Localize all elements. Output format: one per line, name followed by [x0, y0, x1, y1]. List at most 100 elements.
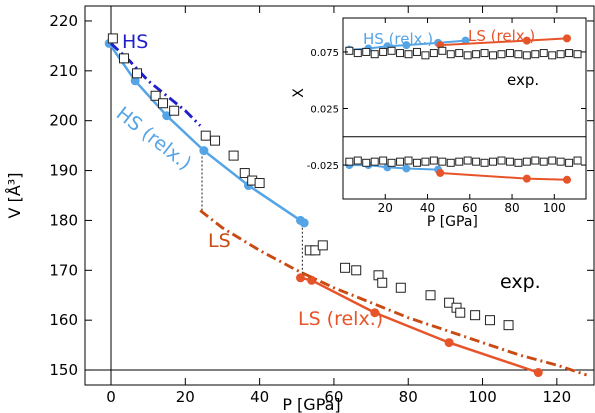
- main-series-2-point: [307, 275, 317, 285]
- inset-y-tick-label: 0.075: [310, 48, 339, 59]
- inset-series-1-point: [562, 34, 571, 43]
- inset-series-5-point: [514, 158, 523, 167]
- inset-series-5-point: [539, 157, 548, 166]
- inset-x-tick-label: 60: [462, 201, 477, 215]
- inset-series-4-point: [531, 50, 540, 59]
- x-tick-label: 40: [250, 388, 269, 406]
- main-series-2-point: [370, 308, 380, 318]
- inset-series-4-point: [463, 51, 472, 60]
- main-series-0-point: [299, 218, 309, 228]
- inset-series-1-point: [522, 36, 531, 45]
- inset-series-5-point: [404, 156, 413, 165]
- inset-series-5-point: [379, 156, 388, 165]
- main-series-4-point: [395, 282, 406, 293]
- inset-series-5-point: [412, 158, 421, 167]
- inset-series-5-point: [429, 156, 438, 165]
- inset-x-tick-label: 100: [543, 201, 566, 215]
- y-tick-label: 150: [49, 361, 78, 379]
- inset-series-4-point: [362, 47, 371, 56]
- main-series-4-point: [119, 53, 130, 64]
- x-tick-label: 80: [399, 388, 418, 406]
- inset-series-4-point: [539, 49, 548, 58]
- inset-series-4-point: [396, 49, 405, 58]
- main-series-4-point: [254, 178, 265, 189]
- inset-y-tick-label: 0.025: [310, 105, 339, 116]
- inset-series-0-point: [402, 41, 411, 50]
- inset-series-2-point: [402, 164, 411, 173]
- inset-series-5-point: [370, 157, 379, 166]
- main-series-4-point: [377, 277, 388, 288]
- label-exp: exp.: [500, 271, 541, 293]
- inset-series-5-point: [362, 158, 371, 167]
- label-ls-relaxed: LS (relx.): [298, 308, 383, 330]
- inset-series-5-point: [480, 158, 489, 167]
- inset-series-4-point: [421, 51, 430, 60]
- inset-series-5-point: [472, 157, 481, 166]
- label-ls: LS: [208, 230, 231, 252]
- main-series-0-point: [130, 76, 140, 86]
- y-tick-label: 190: [49, 162, 78, 180]
- y-tick-label: 170: [49, 261, 78, 279]
- main-series-4-point: [340, 262, 351, 273]
- inset-series-4-point: [412, 47, 421, 56]
- inset-series-4-point: [573, 50, 582, 59]
- inset-series-5-point: [455, 157, 464, 166]
- main-series-4-point: [503, 320, 514, 331]
- inset-series-3-point: [522, 174, 531, 183]
- main-series-4-point: [132, 68, 143, 79]
- main-series-4-point: [200, 130, 211, 141]
- inset-series-4-point: [404, 50, 413, 59]
- inset-series-5-point: [463, 156, 472, 165]
- inset-series-4-point: [387, 46, 396, 55]
- inset-series-5-point: [489, 157, 498, 166]
- main-series-4-point: [470, 310, 481, 321]
- main-series-2-point: [295, 273, 305, 283]
- inset-series-5-point: [353, 156, 362, 165]
- inset-x-tick-label: 20: [378, 201, 393, 215]
- inset-series-4-point: [446, 50, 455, 59]
- main-series-4-point: [317, 240, 328, 251]
- inset-x-tick-label: 80: [504, 201, 519, 215]
- inset-series-4-point: [429, 49, 438, 58]
- inset-series-0-point: [461, 36, 470, 45]
- x-tick-label: 20: [176, 388, 195, 406]
- y-tick-label: 200: [49, 112, 78, 130]
- inset-series-5-point: [573, 156, 582, 165]
- main-series-4-point: [150, 90, 161, 101]
- main-series-4-point: [158, 98, 169, 109]
- x-tick-label: 60: [324, 388, 343, 406]
- inset-x-tick-label: 40: [420, 201, 435, 215]
- inset-series-5-point: [446, 158, 455, 167]
- inset-series-4-point: [565, 49, 574, 58]
- inset-label-exp: exp.: [507, 71, 539, 89]
- inset-series-3-point: [436, 168, 445, 177]
- inset-series-4-point: [370, 50, 379, 59]
- inset-series-4-point: [514, 50, 523, 59]
- inset-label-hs-relaxed: HS (relx.): [363, 30, 433, 48]
- inset-series-5-point: [565, 158, 574, 167]
- y-tick-label: 180: [49, 211, 78, 229]
- inset-series-5-point: [421, 157, 430, 166]
- main-series-2-point: [444, 338, 454, 348]
- inset-series-4-point: [505, 49, 514, 58]
- inset-series-4-point: [522, 51, 531, 60]
- inset-series-3-point: [562, 175, 571, 184]
- main-series-3-line: [199, 209, 588, 377]
- main-series-4-point: [425, 290, 436, 301]
- y-tick-label: 220: [49, 12, 78, 30]
- main-series-4-point: [239, 168, 250, 179]
- inset-plot: 20 40 60 80 100 0.075 0.025 -0.025 P [GPa] X HS…: [291, 17, 587, 230]
- inset-series-5-point: [497, 156, 506, 165]
- inset-series-4-point: [379, 47, 388, 56]
- main-series-0-point: [199, 146, 209, 156]
- inset-y-tick-label: -0.025: [307, 161, 339, 172]
- inset-series-5-point: [505, 157, 514, 166]
- main-x-axis-label: P [GPa]: [282, 395, 340, 413]
- inset-series-5-point: [531, 156, 540, 165]
- inset-series-5-point: [345, 157, 354, 166]
- inset-y-axis-label: X: [291, 88, 307, 98]
- main-y-axis-label: V [Å³]: [5, 173, 24, 219]
- inset-series-4-point: [480, 49, 489, 58]
- x-tick-label: 0: [106, 388, 116, 406]
